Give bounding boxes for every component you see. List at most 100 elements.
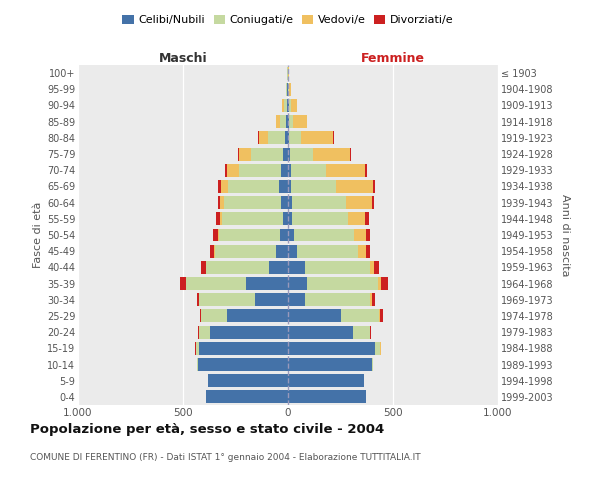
Bar [282,99,284,112]
Bar [370,261,374,274]
Bar [288,244,298,258]
Bar [371,196,374,209]
Bar [373,180,375,193]
Bar [326,164,365,176]
Bar [305,294,370,306]
Bar [214,228,218,241]
Bar [346,196,371,209]
Bar [298,244,358,258]
Bar [221,180,228,193]
Bar [219,228,280,241]
Bar [289,99,291,112]
Bar [291,180,336,193]
Bar [337,180,373,193]
Bar [277,244,288,258]
Bar [288,374,364,387]
Bar [289,115,293,128]
Bar [288,99,289,112]
Bar [295,228,354,241]
Bar [288,390,366,404]
Bar [380,310,383,322]
Bar [287,83,288,96]
Bar [227,310,288,322]
Bar [199,342,288,355]
Bar [349,212,365,226]
Bar [370,326,371,338]
Bar [365,212,369,226]
Bar [333,132,334,144]
Bar [208,374,288,387]
Bar [216,212,220,226]
Bar [246,277,288,290]
Bar [365,164,367,176]
Bar [214,244,215,258]
Bar [251,148,283,160]
Bar [206,390,288,404]
Bar [197,294,199,306]
Bar [307,277,378,290]
Bar [382,277,388,290]
Text: COMUNE DI FERENTINO (FR) - Dati ISTAT 1° gennaio 2004 - Elaborazione TUTTITALIA.: COMUNE DI FERENTINO (FR) - Dati ISTAT 1°… [30,452,421,462]
Bar [268,132,285,144]
Bar [289,83,291,96]
Y-axis label: Fasce di età: Fasce di età [32,202,43,268]
Bar [292,212,349,226]
Bar [288,358,372,371]
Bar [374,261,379,274]
Bar [283,148,288,160]
Bar [358,244,366,258]
Bar [291,99,297,112]
Bar [288,342,375,355]
Bar [256,294,288,306]
Bar [227,164,239,176]
Bar [281,164,288,176]
Bar [276,115,280,128]
Bar [288,196,292,209]
Bar [341,310,379,322]
Bar [206,261,269,274]
Bar [202,261,206,274]
Bar [199,294,256,306]
Bar [284,99,287,112]
Bar [288,115,289,128]
Text: Femmine: Femmine [361,52,425,65]
Bar [218,180,221,193]
Bar [293,115,307,128]
Bar [239,164,281,176]
Bar [181,277,186,290]
Bar [280,115,286,128]
Text: Maschi: Maschi [158,52,208,65]
Bar [366,228,370,241]
Bar [305,261,370,274]
Bar [288,132,289,144]
Bar [259,132,268,144]
Bar [288,277,307,290]
Bar [288,212,292,226]
Bar [301,132,333,144]
Bar [313,148,350,160]
Bar [286,115,288,128]
Bar [280,228,288,241]
Legend: Celibi/Nubili, Coniugati/e, Vedovi/e, Divorziati/e: Celibi/Nubili, Coniugati/e, Vedovi/e, Di… [118,10,458,30]
Bar [288,164,290,176]
Bar [285,132,288,144]
Bar [288,148,290,160]
Bar [283,212,288,226]
Bar [372,358,373,371]
Bar [287,99,288,112]
Bar [222,212,283,226]
Bar [290,164,326,176]
Bar [353,326,370,338]
Bar [197,358,198,371]
Bar [201,310,227,322]
Bar [196,342,199,355]
Bar [289,132,301,144]
Bar [371,294,376,306]
Bar [379,277,382,290]
Bar [288,294,305,306]
Bar [238,148,239,160]
Text: Popolazione per età, sesso e stato civile - 2004: Popolazione per età, sesso e stato civil… [30,422,384,436]
Bar [210,244,214,258]
Bar [224,196,281,209]
Bar [186,277,246,290]
